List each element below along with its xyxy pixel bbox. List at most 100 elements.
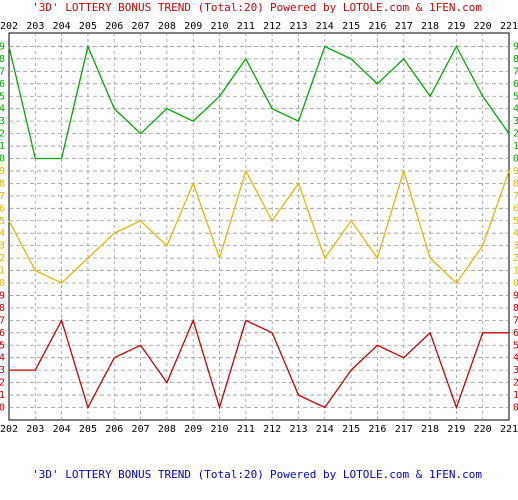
header-title: '3D' LOTTERY BONUS TREND (Total:20) <box>32 1 264 14</box>
x-tick-bottom-label: 211 <box>237 424 255 435</box>
x-tick-top-label: 220 <box>474 21 492 32</box>
y-tick-left-label: 7 <box>0 191 5 202</box>
y-tick-left-label: 8 <box>0 54 5 65</box>
x-tick-top-label: 210 <box>210 21 228 32</box>
series-line-green <box>8 44 510 160</box>
y-tick-right-label: 2 <box>513 129 518 140</box>
x-tick-bottom-label: 207 <box>132 424 150 435</box>
plot-area: 0 01 12 23 34 45 56 67 78 89 90 01 12 23 34 45 56 67 78 89 9… <box>0 21 518 435</box>
y-tick-left-label: 6 <box>0 203 5 214</box>
x-tick-bottom-label: 214 <box>316 424 334 435</box>
y-tick-right-label: 1 <box>513 266 518 277</box>
y-tick-right-label: 7 <box>513 315 518 326</box>
x-tick-bottom-label: 204 <box>53 424 71 435</box>
y-tick-left-label: 4 <box>0 353 5 364</box>
y-tick-right-label: 3 <box>513 241 518 252</box>
y-tick-right-label: 6 <box>513 203 518 214</box>
y-tick-right-label: 0 <box>513 154 518 165</box>
x-tick-bottom-label: 205 <box>79 424 97 435</box>
y-tick-right-label: 3 <box>513 116 518 127</box>
x-tick-top-label: 208 <box>158 21 176 32</box>
y-tick-right-label: 8 <box>513 54 518 65</box>
y-tick-right-label: 8 <box>513 303 518 314</box>
series-line-yellow <box>8 168 510 284</box>
x-tick-bottom-label: 208 <box>158 424 176 435</box>
y-tick-right-label: 4 <box>513 228 518 239</box>
y-tick-left-label: 9 <box>0 290 5 301</box>
y-tick-right-label: 5 <box>513 340 518 351</box>
y-tick-right-label: 5 <box>513 216 518 227</box>
x-tick-top-label: 215 <box>342 21 360 32</box>
footer-powered: Powered by LOTOLE.com & 1FEN.com <box>270 468 482 481</box>
y-tick-right-label: 3 <box>513 365 518 376</box>
y-tick-left-label: 2 <box>0 129 5 140</box>
y-tick-left-label: 3 <box>0 241 5 252</box>
x-tick-bottom-label: 206 <box>105 424 123 435</box>
y-tick-right-label: 6 <box>513 328 518 339</box>
y-tick-left-label: 2 <box>0 253 5 264</box>
x-tick-top-label: 211 <box>237 21 255 32</box>
y-tick-right-label: 9 <box>513 166 518 177</box>
x-tick-bottom-label: 213 <box>289 424 307 435</box>
y-tick-left-label: 3 <box>0 116 5 127</box>
y-tick-left-label: 9 <box>0 41 5 52</box>
y-tick-right-label: 4 <box>513 353 518 364</box>
x-tick-bottom-label: 221 <box>500 424 518 435</box>
x-tick-top-label: 205 <box>79 21 97 32</box>
y-tick-left-label: 6 <box>0 79 5 90</box>
x-tick-top-label: 212 <box>263 21 281 32</box>
y-tick-right-label: 8 <box>513 178 518 189</box>
x-tick-top-label: 214 <box>316 21 334 32</box>
y-tick-left-label: 3 <box>0 365 5 376</box>
y-tick-left-label: 1 <box>0 266 5 277</box>
header-powered: Powered by LOTOLE.com & 1FEN.com <box>270 1 482 14</box>
x-tick-top-label: 204 <box>53 21 71 32</box>
x-tick-top-label: 206 <box>105 21 123 32</box>
x-tick-bottom-label: 219 <box>447 424 465 435</box>
y-tick-left-label: 4 <box>0 228 5 239</box>
y-tick-right-label: 2 <box>513 378 518 389</box>
x-tick-top-label: 217 <box>395 21 413 32</box>
y-tick-left-label: 5 <box>0 216 5 227</box>
x-tick-top-label: 218 <box>421 21 439 32</box>
x-tick-bottom-label: 202 <box>0 424 18 435</box>
y-tick-right-label: 5 <box>513 91 518 102</box>
y-tick-right-label: 0 <box>513 278 518 289</box>
y-tick-right-label: 9 <box>513 41 518 52</box>
y-tick-left-label: 8 <box>0 303 5 314</box>
x-tick-bottom-label: 217 <box>395 424 413 435</box>
y-tick-right-label: 4 <box>513 104 518 115</box>
x-tick-top-label: 209 <box>184 21 202 32</box>
x-tick-bottom-label: 210 <box>210 424 228 435</box>
x-tick-top-label: 219 <box>447 21 465 32</box>
y-tick-right-label: 6 <box>513 79 518 90</box>
y-tick-right-label: 0 <box>513 403 518 414</box>
y-tick-left-label: 5 <box>0 340 5 351</box>
y-tick-right-label: 7 <box>513 191 518 202</box>
series-line-red <box>9 318 509 410</box>
y-tick-left-label: 9 <box>0 166 5 177</box>
y-tick-left-label: 7 <box>0 315 5 326</box>
y-tick-left-label: 1 <box>0 141 5 152</box>
x-tick-top-label: 221 <box>500 21 518 32</box>
footer-title: '3D' LOTTERY BONUS TREND (Total:20) <box>32 468 264 481</box>
x-tick-top-label: 216 <box>368 21 386 32</box>
y-tick-left-label: 0 <box>0 154 5 165</box>
x-tick-bottom-label: 220 <box>474 424 492 435</box>
y-tick-right-label: 1 <box>513 390 518 401</box>
y-tick-left-label: 7 <box>0 66 5 77</box>
x-tick-bottom-label: 203 <box>26 424 44 435</box>
y-tick-right-label: 1 <box>513 141 518 152</box>
y-tick-right-label: 9 <box>513 290 518 301</box>
y-tick-left-label: 0 <box>0 278 5 289</box>
y-tick-left-label: 0 <box>0 403 5 414</box>
x-tick-bottom-label: 209 <box>184 424 202 435</box>
x-tick-top-label: 203 <box>26 21 44 32</box>
y-tick-left-label: 1 <box>0 390 5 401</box>
y-tick-left-label: 2 <box>0 378 5 389</box>
y-tick-left-label: 6 <box>0 328 5 339</box>
x-tick-bottom-label: 216 <box>368 424 386 435</box>
y-tick-left-label: 4 <box>0 104 5 115</box>
x-tick-top-label: 207 <box>132 21 150 32</box>
